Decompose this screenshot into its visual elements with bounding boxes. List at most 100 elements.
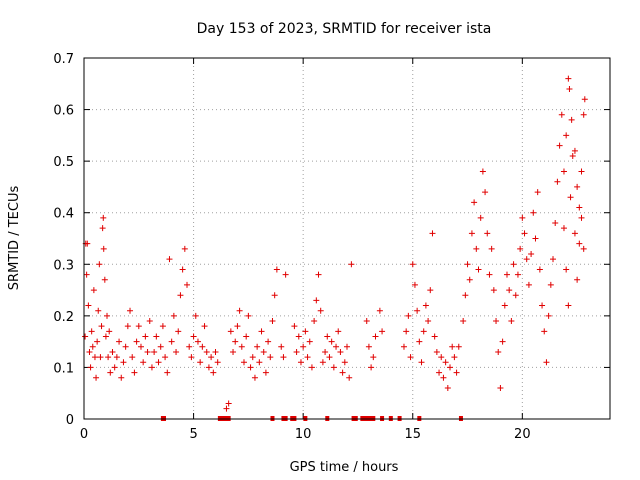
- y-tick-label: 0.3: [53, 258, 74, 273]
- data-point: [365, 343, 372, 350]
- data-point: [300, 343, 307, 350]
- data-point: [162, 354, 169, 361]
- data-point: [447, 364, 454, 371]
- data-point: [111, 364, 118, 371]
- data-point: [201, 323, 208, 330]
- data-point: [269, 318, 276, 325]
- data-point: [317, 307, 324, 314]
- data-point: [223, 405, 230, 412]
- data-point: [190, 333, 197, 340]
- data-point: [326, 354, 333, 361]
- data-point: [568, 116, 575, 123]
- grid-lines: [84, 58, 610, 419]
- y-tick-label: 0: [66, 413, 74, 428]
- data-point: [308, 364, 315, 371]
- data-point: [99, 225, 106, 232]
- data-point: [297, 359, 304, 366]
- data-point: [155, 359, 162, 366]
- data-point: [473, 245, 480, 252]
- data-point: [411, 281, 418, 288]
- data-point: [530, 209, 537, 216]
- data-point: [258, 328, 265, 335]
- data-point: [532, 235, 539, 242]
- data-point: [100, 214, 107, 221]
- data-point: [566, 85, 573, 92]
- data-point: [227, 328, 234, 335]
- data-point: [101, 276, 108, 283]
- data-point: [552, 220, 559, 227]
- data-point: [376, 307, 383, 314]
- data-point: [503, 271, 510, 278]
- data-point: [177, 292, 184, 299]
- data-point: [100, 245, 107, 252]
- data-point: [173, 348, 180, 355]
- data-point: [571, 147, 578, 154]
- data-point: [102, 333, 109, 340]
- x-tick-label: 20: [514, 427, 531, 442]
- data-point: [262, 369, 269, 376]
- data-point: [166, 256, 173, 263]
- y-tick-label: 0.6: [53, 104, 74, 119]
- data-point: [90, 287, 97, 294]
- data-point: [260, 348, 267, 355]
- data-point: [479, 168, 486, 175]
- data-point: [370, 354, 377, 361]
- data-point: [133, 338, 140, 345]
- data-point: [560, 225, 567, 232]
- data-point: [105, 354, 112, 361]
- data-point: [508, 318, 515, 325]
- data-point: [153, 333, 160, 340]
- data-point: [203, 348, 210, 355]
- data-point: [98, 323, 105, 330]
- data-point: [436, 369, 443, 376]
- data-point: [293, 348, 300, 355]
- data-point: [104, 312, 111, 319]
- chart-title: Day 153 of 2023, SRMTID for receiver ist…: [197, 21, 492, 37]
- data-point: [124, 323, 131, 330]
- data-point: [341, 359, 348, 366]
- data-point: [330, 364, 337, 371]
- data-point: [521, 230, 528, 237]
- data-point: [84, 240, 91, 247]
- data-point: [328, 338, 335, 345]
- data-point: [131, 369, 138, 376]
- data-point: [569, 152, 576, 159]
- data-point: [95, 307, 102, 314]
- data-point: [425, 318, 432, 325]
- data-point: [431, 333, 438, 340]
- data-point: [267, 354, 274, 361]
- data-point: [88, 328, 95, 335]
- data-point: [205, 364, 212, 371]
- data-point: [106, 328, 113, 335]
- data-point: [337, 348, 344, 355]
- y-tick-label: 0.1: [53, 361, 74, 376]
- data-point: [482, 189, 489, 196]
- data-point: [122, 343, 129, 350]
- data-point: [409, 261, 416, 268]
- data-point: [181, 245, 188, 252]
- data-point: [563, 266, 570, 273]
- data-point: [137, 343, 144, 350]
- data-point: [344, 343, 350, 350]
- data-point: [280, 354, 287, 361]
- x-tick-label: 10: [295, 427, 312, 442]
- data-point: [455, 343, 462, 350]
- plot-frame: [83, 57, 611, 420]
- data-point: [464, 261, 471, 268]
- data-point: [560, 168, 567, 175]
- data-point: [83, 271, 90, 278]
- data-point: [420, 328, 427, 335]
- data-point: [116, 338, 123, 345]
- data-point: [578, 168, 585, 175]
- data-point: [545, 312, 552, 319]
- data-point: [547, 281, 554, 288]
- data-point: [94, 338, 101, 345]
- data-point: [523, 256, 530, 263]
- data-point: [82, 333, 89, 340]
- data-point: [528, 250, 535, 257]
- data-point: [335, 328, 342, 335]
- data-point: [168, 338, 175, 345]
- x-tick-label: 0: [80, 427, 88, 442]
- data-point: [486, 271, 493, 278]
